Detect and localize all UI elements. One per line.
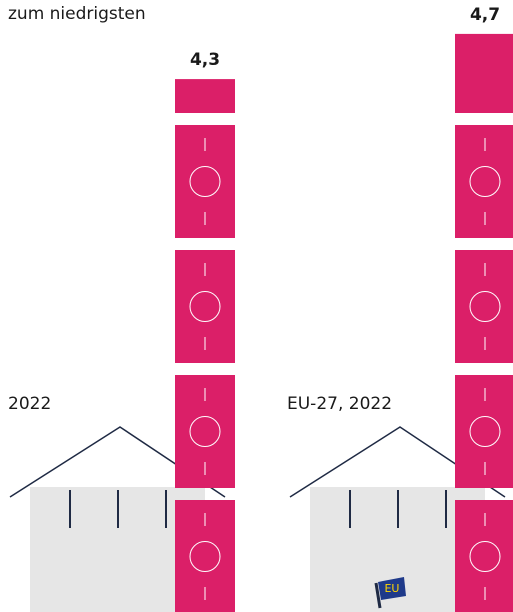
chart: zum niedrigsten EU 4,3 2022 4,7 EU-27, 2022 xyxy=(0,0,513,612)
banknote xyxy=(455,375,513,488)
category-label: 2022 xyxy=(8,394,51,414)
banknote xyxy=(455,125,513,238)
flag-label: EU xyxy=(384,582,399,595)
category-label: EU-27, 2022 xyxy=(287,394,392,414)
houses: EU xyxy=(10,427,505,612)
banknote-part xyxy=(175,79,235,113)
subtitle: zum niedrigsten xyxy=(8,4,146,24)
value-label: 4,3 xyxy=(190,50,220,70)
banknote-part xyxy=(455,34,513,113)
value-label: 4,7 xyxy=(470,5,500,25)
note-stack xyxy=(455,34,513,612)
banknote xyxy=(455,250,513,363)
banknote xyxy=(455,500,513,612)
note-stack xyxy=(175,79,235,612)
